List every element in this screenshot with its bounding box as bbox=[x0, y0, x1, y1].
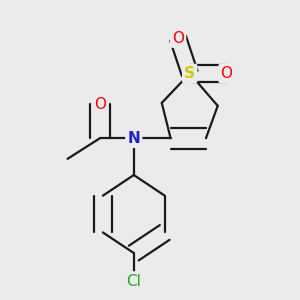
Text: N: N bbox=[128, 131, 140, 146]
Text: O: O bbox=[220, 66, 232, 81]
Text: S: S bbox=[184, 66, 195, 81]
Text: O: O bbox=[172, 31, 184, 46]
Text: O: O bbox=[94, 97, 106, 112]
Text: Cl: Cl bbox=[126, 274, 141, 289]
